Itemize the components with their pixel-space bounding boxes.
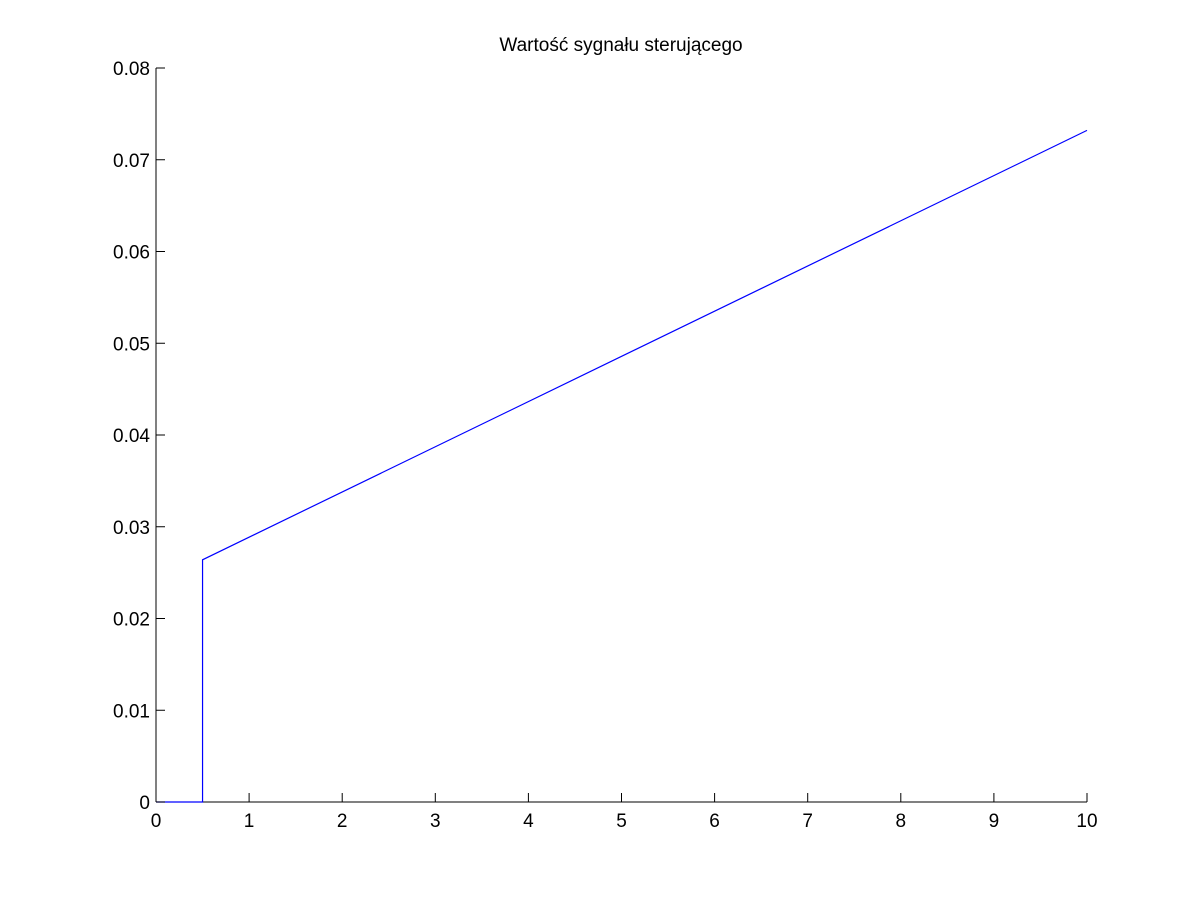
x-tick-label: 2 <box>337 811 348 832</box>
x-tick-label: 5 <box>616 811 627 832</box>
y-tick-label: 0.03 <box>113 518 150 539</box>
x-tick-label: 4 <box>523 811 534 832</box>
series-line-0 <box>156 129 1088 803</box>
y-tick-label: 0 <box>139 793 150 814</box>
y-tick-label: 0.01 <box>113 701 150 722</box>
x-tick-label: 7 <box>802 811 813 832</box>
x-tick-label: 1 <box>244 811 255 832</box>
y-tick-label: 0.07 <box>113 151 150 172</box>
x-tick-label: 6 <box>709 811 720 832</box>
x-tick-label: 3 <box>430 811 441 832</box>
chart-title: Wartość sygnału sterującego <box>499 35 742 56</box>
ticks-layer: 0 1 2 3 4 5 6 7 8 9 10 0 0.01 0.02 0.03 0.04 0.05 0.06 0.0… <box>113 59 1098 832</box>
series-layer <box>156 129 1088 803</box>
y-tick-label: 0.05 <box>113 334 150 355</box>
x-tick-label: 8 <box>896 811 907 832</box>
x-tick-label: 9 <box>989 811 1000 832</box>
y-tick-label: 0.04 <box>113 426 150 447</box>
x-tick-label: 0 <box>151 811 162 832</box>
y-tick-label: 0.02 <box>113 610 150 631</box>
y-tick-label: 0.06 <box>113 243 150 264</box>
y-tick-label: 0.08 <box>113 59 150 80</box>
plot-background <box>156 68 1087 802</box>
x-tick-label: 10 <box>1076 811 1097 832</box>
